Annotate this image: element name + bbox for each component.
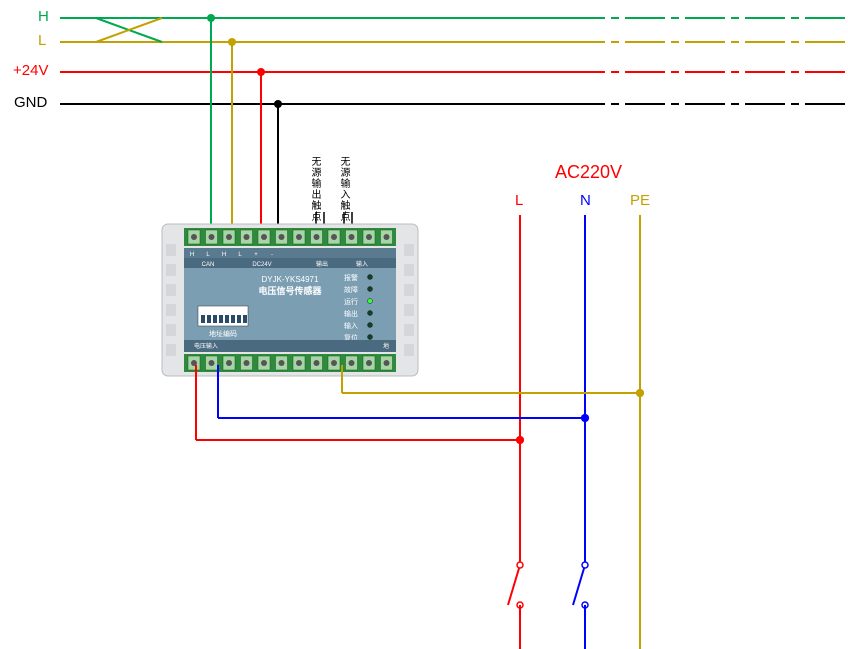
- svg-text:输入: 输入: [356, 260, 368, 268]
- svg-text:故障: 故障: [344, 285, 358, 294]
- wiring-diagram: HLHL+-CANDC24V输出输入DYJK-YKS4971电压信号传感器地址编…: [0, 0, 848, 649]
- svg-text:-: -: [271, 252, 273, 258]
- svg-text:电压信号传感器: 电压信号传感器: [258, 285, 322, 296]
- svg-text:地址编码: 地址编码: [209, 329, 237, 338]
- svg-text:DC24V: DC24V: [252, 262, 271, 268]
- svg-text:电压输入: 电压输入: [194, 342, 218, 350]
- svg-text:输出: 输出: [316, 260, 328, 268]
- svg-text:CAN: CAN: [202, 262, 215, 268]
- svg-text:H: H: [190, 252, 194, 258]
- svg-text:H: H: [222, 252, 226, 258]
- svg-text:运行: 运行: [344, 297, 358, 306]
- svg-text:+: +: [254, 252, 258, 258]
- svg-text:报警: 报警: [344, 273, 358, 282]
- svg-text:输出: 输出: [344, 309, 358, 318]
- svg-text:DYJK-YKS4971: DYJK-YKS4971: [262, 275, 319, 284]
- svg-text:输入: 输入: [344, 321, 358, 330]
- svg-text:地: 地: [383, 342, 389, 350]
